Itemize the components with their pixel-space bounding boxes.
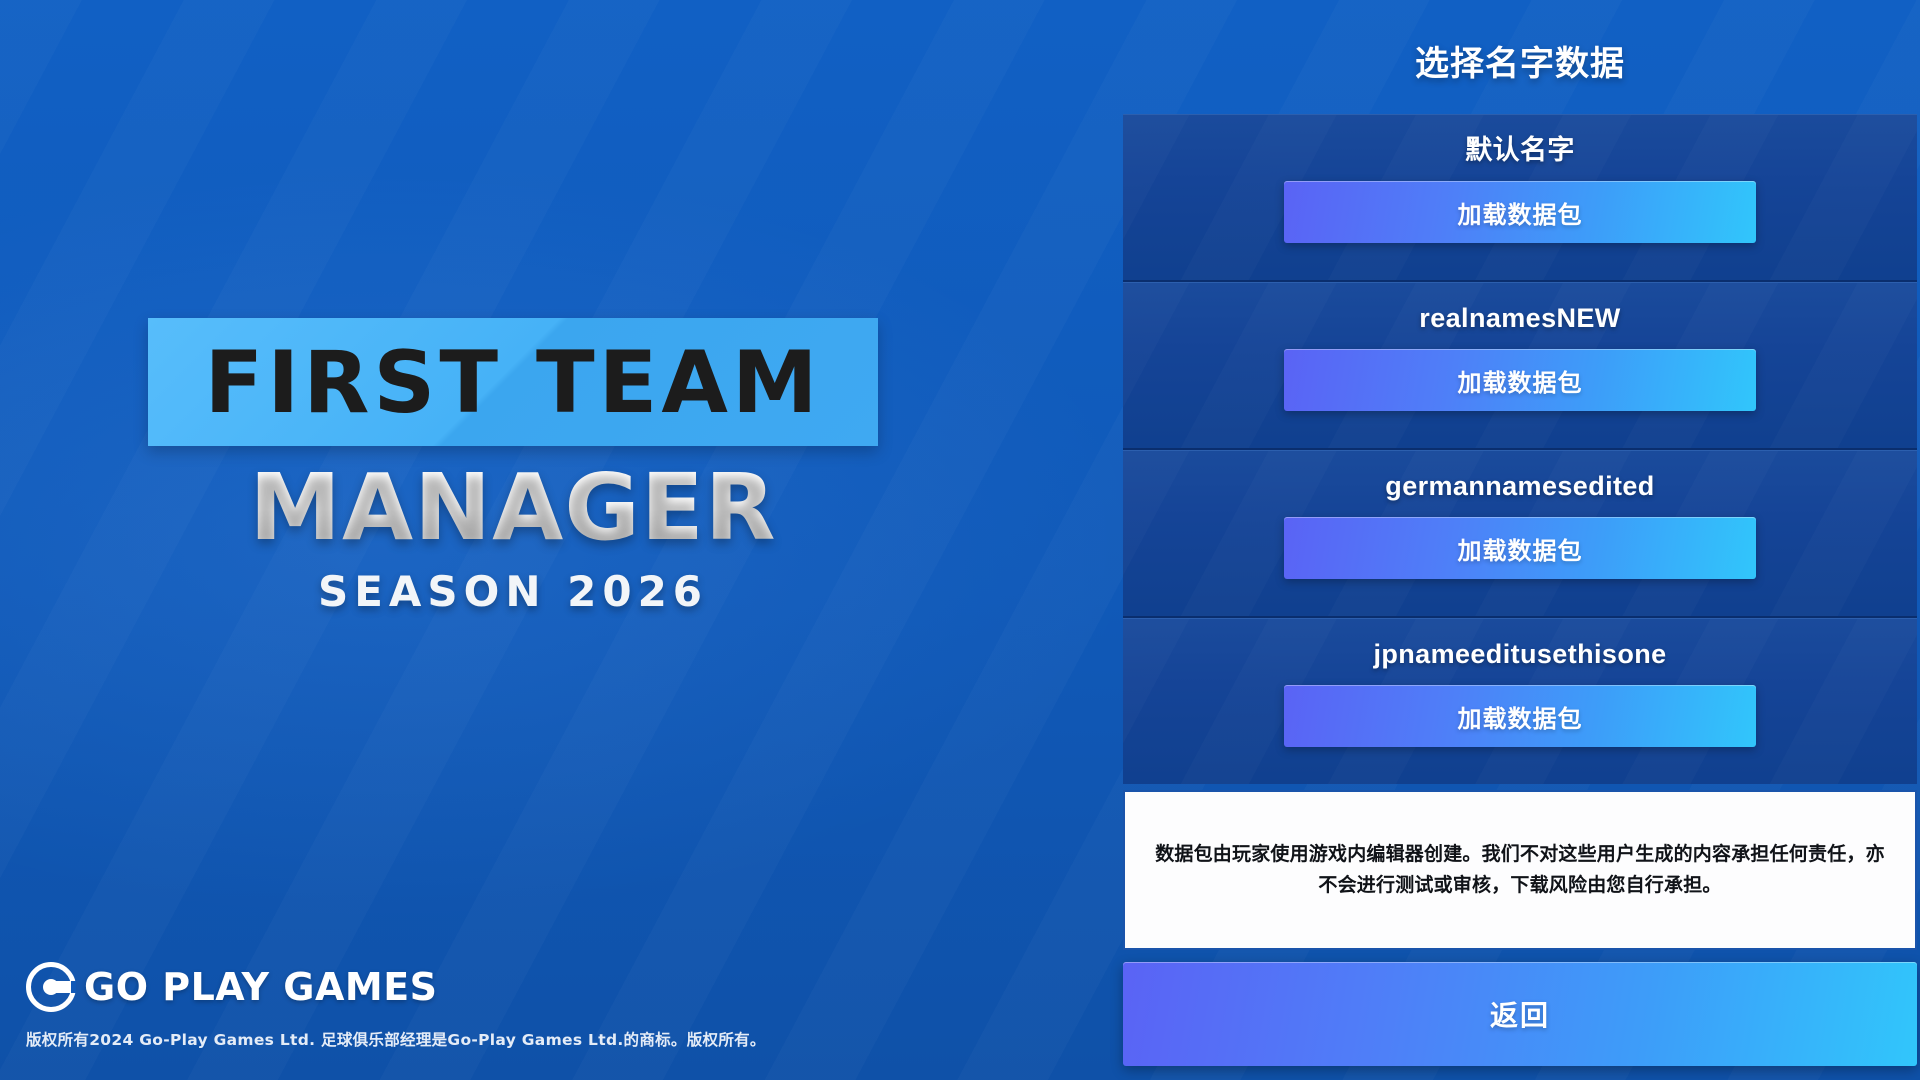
pack-name: germannamesedited bbox=[1385, 471, 1655, 501]
back-button[interactable]: 返回 bbox=[1123, 962, 1917, 1066]
load-pack-button[interactable]: 加载数据包 bbox=[1284, 349, 1756, 411]
publisher-row: GO PLAY GAMES bbox=[26, 962, 1026, 1012]
load-pack-button[interactable]: 加载数据包 bbox=[1284, 517, 1756, 579]
disclaimer-box: 数据包由玩家使用游戏内编辑器创建。我们不对这些用户生成的内容承担任何责任，亦不会… bbox=[1123, 790, 1917, 950]
background-glow bbox=[0, 108, 1248, 972]
publisher-name: GO PLAY GAMES bbox=[84, 965, 438, 1009]
pack-name: jpnameeditusethisone bbox=[1373, 639, 1667, 669]
branding-pane: FIRST TEAM MANAGER SEASON 2026 GO PLAY G… bbox=[26, 318, 1026, 1050]
game-logo-line-manager: MANAGER bbox=[148, 458, 878, 558]
name-data-panel: 选择名字数据 默认名字 加载数据包 realnamesNEW 加载数据包 germann… bbox=[1120, 0, 1920, 1080]
load-pack-button[interactable]: 加载数据包 bbox=[1284, 181, 1756, 243]
pack-card: realnamesNEW 加载数据包 bbox=[1123, 282, 1917, 450]
game-logo-line-first-team: FIRST TEAM bbox=[148, 318, 878, 446]
game-logo: FIRST TEAM MANAGER SEASON 2026 bbox=[148, 318, 878, 616]
game-logo-line-season: SEASON 2026 bbox=[317, 567, 709, 617]
copyright-text: 版权所有2024 Go-Play Games Ltd. 足球俱乐部经理是Go-P… bbox=[26, 1031, 766, 1049]
publisher-block: GO PLAY GAMES 版权所有2024 Go-Play Games Ltd… bbox=[26, 962, 1026, 1050]
pack-card: jpnameeditusethisone 加载数据包 bbox=[1123, 618, 1917, 784]
pack-list[interactable]: 默认名字 加载数据包 realnamesNEW 加载数据包 germannamesedi… bbox=[1123, 114, 1917, 784]
pack-card: 默认名字 加载数据包 bbox=[1123, 114, 1917, 282]
pack-name: 默认名字 bbox=[1465, 135, 1575, 165]
load-pack-button[interactable]: 加载数据包 bbox=[1284, 685, 1756, 747]
disclaimer-text: 数据包由玩家使用游戏内编辑器创建。我们不对这些用户生成的内容承担任何责任，亦不会… bbox=[1155, 843, 1885, 896]
page-title: 选择名字数据 bbox=[1415, 45, 1625, 83]
pack-name: realnamesNEW bbox=[1419, 303, 1621, 333]
pack-card: germannamesedited 加载数据包 bbox=[1123, 450, 1917, 618]
goplay-target-logo-icon bbox=[26, 962, 76, 1012]
